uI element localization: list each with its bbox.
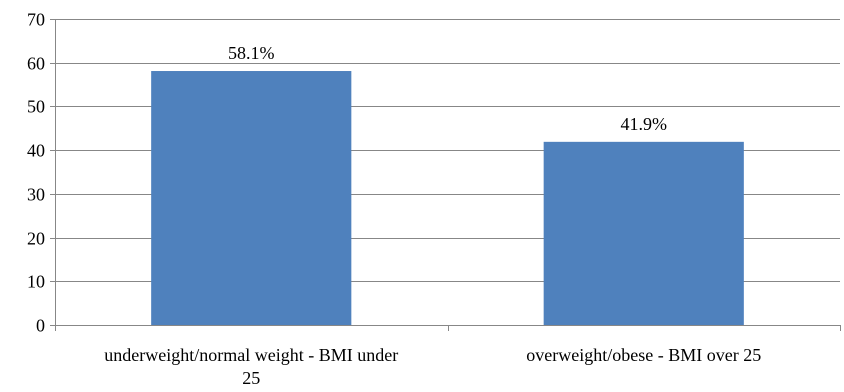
data-label-2: 41.9% [621, 114, 668, 134]
x-category-label: 25 [242, 368, 260, 388]
y-tick-label: 30 [27, 185, 45, 205]
y-tick-label: 70 [27, 10, 45, 30]
y-tick-labels: 0 10 20 30 40 50 60 70 [27, 10, 45, 336]
y-tick-label: 40 [27, 141, 45, 161]
bars [151, 71, 744, 326]
x-category-labels: underweight/normal weight - BMI under 25 o… [104, 345, 761, 388]
bar-1 [151, 71, 352, 326]
y-tick-label: 50 [27, 97, 45, 117]
axes [50, 19, 841, 331]
y-tick-label: 0 [36, 316, 45, 336]
data-label-1: 58.1% [228, 43, 275, 63]
y-tick-label: 10 [27, 272, 45, 292]
data-labels: 58.1% 41.9% [228, 43, 667, 134]
bar-2 [543, 141, 744, 325]
y-tick-label: 20 [27, 229, 45, 249]
x-category-label: overweight/obese - BMI over 25 [526, 345, 761, 365]
x-category-label: underweight/normal weight - BMI under [104, 345, 398, 365]
y-tick-label: 60 [27, 54, 45, 74]
